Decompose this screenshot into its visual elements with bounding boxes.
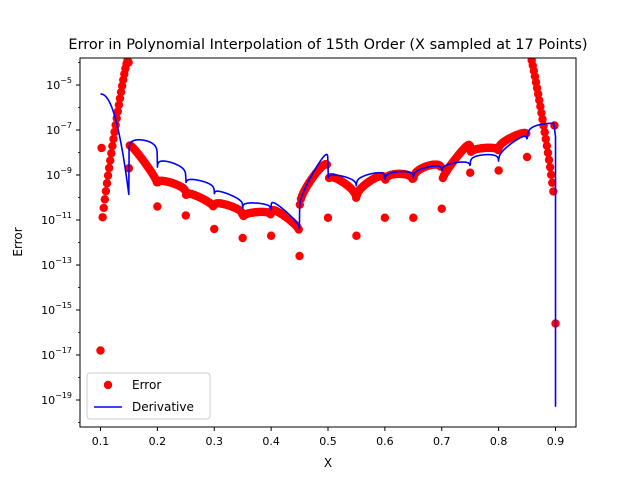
x-tick-label: 0.8 — [490, 435, 508, 448]
error-point — [546, 170, 556, 179]
y-axis-label: Error — [11, 227, 25, 256]
error-point — [181, 211, 190, 220]
x-tick-label: 0.6 — [376, 435, 394, 448]
error-series — [96, 58, 560, 355]
error-point — [153, 202, 162, 211]
error-point — [104, 163, 114, 173]
error-point — [352, 231, 361, 240]
error-point — [537, 108, 546, 117]
error-point — [294, 225, 303, 234]
error-point — [548, 178, 557, 187]
legend-entry-derivative: Derivative — [94, 400, 194, 414]
error-point — [545, 162, 555, 172]
error-point — [266, 231, 276, 240]
y-tick-label: 10−13 — [41, 256, 72, 272]
error-point — [115, 94, 125, 103]
error-point — [97, 143, 106, 153]
plot-data-layer — [96, 58, 560, 407]
legend-entry-error: Error — [103, 378, 161, 392]
error-point — [210, 224, 219, 234]
legend-label: Error — [132, 378, 161, 392]
derivative-line — [99, 93, 557, 407]
error-point — [542, 141, 552, 150]
error-point — [541, 134, 550, 144]
error-point — [494, 166, 503, 175]
y-tick-label: 10−19 — [41, 391, 72, 407]
error-point — [437, 204, 446, 213]
error-point — [544, 155, 554, 165]
error-point — [110, 127, 119, 137]
x-tick-label: 0.7 — [433, 435, 451, 448]
error-point — [522, 152, 532, 162]
error-point — [124, 58, 133, 67]
error-point — [536, 102, 545, 111]
error-point — [96, 346, 105, 355]
error-point — [116, 87, 126, 97]
legend-label: Derivative — [132, 400, 194, 414]
error-point — [113, 107, 123, 116]
error-point — [107, 149, 116, 158]
error-point — [108, 141, 117, 151]
axes-layer: 0.1 0.2 0.3 0.4 0.5 0.6 0.7 0.8 0.9 10−5 10−7 10−9 1… — [41, 57, 577, 448]
error-point — [103, 171, 113, 180]
error-point — [109, 134, 118, 144]
error-point — [380, 213, 390, 222]
y-tick-label: 10−5 — [46, 76, 72, 92]
error-point — [540, 128, 549, 137]
chart-title: Error in Polynomial Interpolation of 15t… — [68, 37, 587, 53]
error-point — [466, 168, 475, 177]
error-point — [543, 148, 553, 157]
y-tick-label: 10−11 — [41, 211, 72, 227]
y-tick-label: 10−9 — [46, 166, 72, 182]
x-axis-label: X — [324, 456, 332, 470]
error-point — [100, 195, 110, 204]
x-tick-label: 0.5 — [319, 435, 337, 448]
error-point — [323, 213, 333, 222]
x-tick-label: 0.9 — [547, 435, 565, 448]
error-point — [114, 100, 124, 110]
error-point — [238, 233, 247, 243]
error-point — [99, 203, 108, 213]
error-point — [102, 179, 112, 188]
x-tick-label: 0.2 — [149, 435, 167, 448]
y-tick-label: 10−15 — [41, 301, 72, 317]
x-tick-label: 0.4 — [262, 435, 280, 448]
x-tick-label: 0.3 — [205, 435, 223, 448]
error-point — [535, 96, 544, 105]
error-point — [409, 213, 418, 222]
y-tick-label: 10−17 — [41, 346, 72, 362]
error-point — [295, 251, 304, 261]
error-point — [538, 114, 547, 124]
error-point — [101, 186, 111, 196]
x-tick-label: 0.1 — [92, 435, 110, 448]
error-point — [106, 156, 115, 165]
error-point — [322, 160, 332, 169]
error-point — [98, 213, 107, 222]
y-tick-label: 10−7 — [46, 121, 72, 137]
legend-marker-circle — [103, 380, 113, 390]
legend: Error Derivative — [86, 372, 211, 420]
